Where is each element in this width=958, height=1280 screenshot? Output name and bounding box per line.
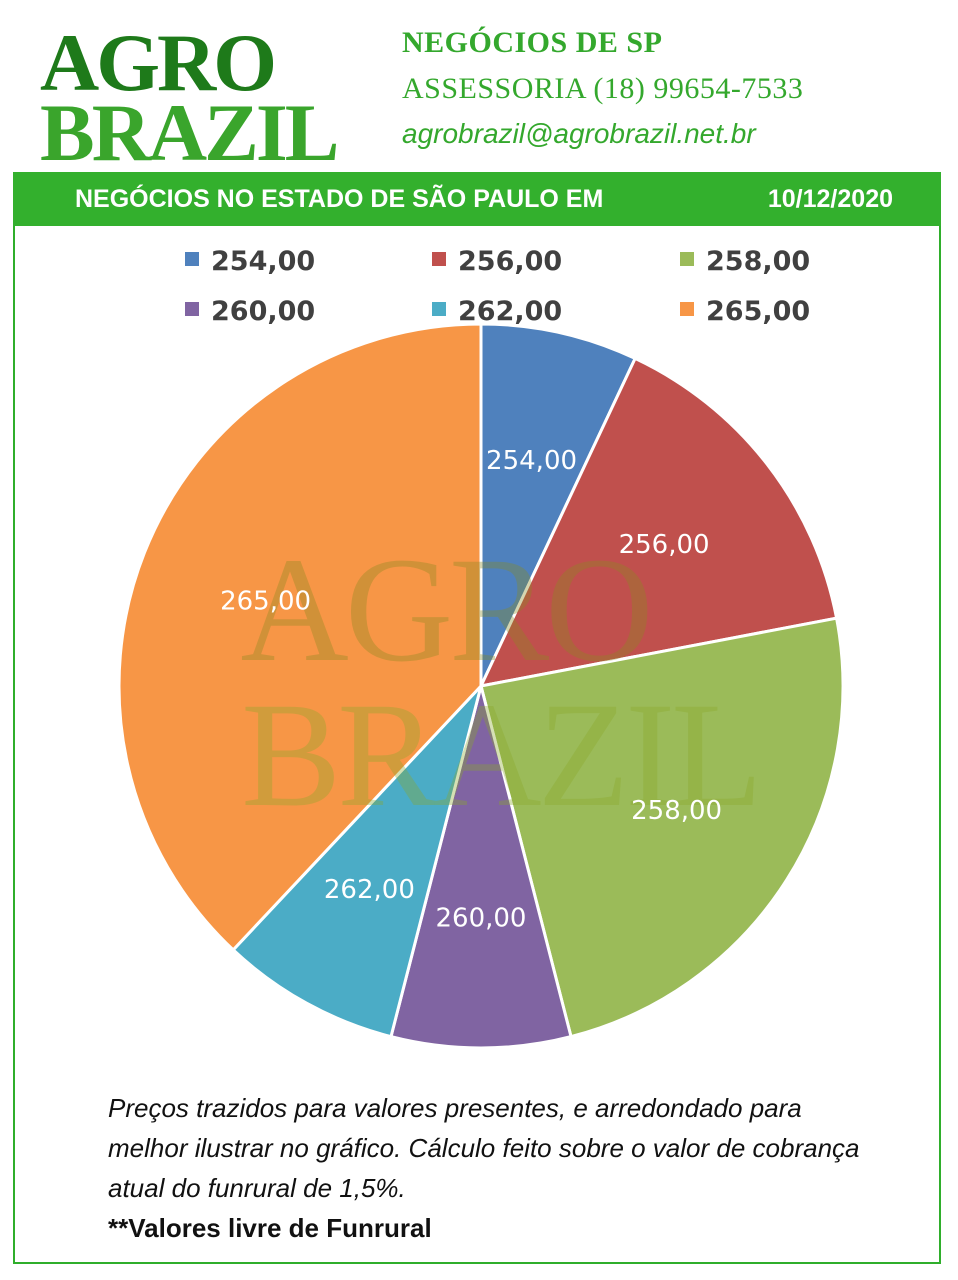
slice-labels: 254,00 256,00 258,00 260,00 262,00 265,00: [220, 446, 722, 934]
contact-email: agrobrazil@agrobrazil.net.br: [402, 118, 756, 149]
slice-label-5: 265,00: [220, 587, 311, 617]
legend-swatch-4: [432, 302, 446, 316]
banner-title: NEGÓCIOS NO ESTADO DE SÃO PAULO EM: [75, 185, 604, 213]
slice-label-4: 262,00: [324, 875, 415, 905]
chart-legend: 254,00 256,00 258,00 260,00 262,00 265,00: [185, 246, 810, 327]
legend-label-0: 254,00: [211, 246, 315, 277]
legend-label-1: 256,00: [458, 246, 562, 277]
title-banner: NEGÓCIOS NO ESTADO DE SÃO PAULO EM 10/12…: [13, 172, 941, 226]
footnote: Preços trazidos para valores presentes, …: [108, 1088, 888, 1248]
slice-label-1: 256,00: [619, 530, 710, 560]
footnote-bold: **Valores livre de Funrural: [108, 1213, 432, 1243]
watermark-line-brazil: BRAZIL: [241, 672, 759, 838]
pie-slice-4: [231, 684, 483, 1039]
pie-slice-3: [389, 685, 573, 1050]
contact-block: NEGÓCIOS DE SP ASSESSORIA (18) 99654-753…: [402, 26, 803, 150]
legend-swatch-3: [185, 302, 199, 316]
legend-label-2: 258,00: [706, 246, 810, 277]
contact-phone: ASSESSORIA (18) 99654-7533: [402, 72, 804, 105]
pie-slices: [117, 322, 845, 1050]
slice-label-3: 260,00: [436, 904, 527, 934]
pie-slice-5: [117, 322, 483, 953]
legend-swatch-2: [680, 252, 694, 266]
legend-swatch-0: [185, 252, 199, 266]
legend-swatch-5: [680, 302, 694, 316]
watermark: AGRO BRAZIL: [240, 527, 762, 838]
banner-date: 10/12/2020: [767, 185, 893, 213]
footnote-italic: Preços trazidos para valores presentes, …: [108, 1093, 860, 1203]
logo-line-brazil: BRAZIL: [40, 87, 339, 178]
legend-label-4: 262,00: [458, 296, 562, 327]
agro-brazil-logo: AGRO BRAZIL: [40, 18, 360, 178]
watermark-line-agro: AGRO: [240, 527, 649, 693]
legend-swatch-1: [432, 252, 446, 266]
legend-label-5: 265,00: [706, 296, 810, 327]
legend-label-3: 260,00: [211, 296, 315, 327]
pie-slice-0: [479, 322, 638, 687]
pie-slice-2: [479, 616, 845, 1039]
contact-title: NEGÓCIOS DE SP: [402, 26, 663, 59]
slice-label-2: 258,00: [631, 796, 722, 826]
slice-label-0: 254,00: [486, 446, 577, 476]
logo-line-agro: AGRO: [40, 17, 277, 108]
pie-slice-1: [478, 356, 839, 689]
